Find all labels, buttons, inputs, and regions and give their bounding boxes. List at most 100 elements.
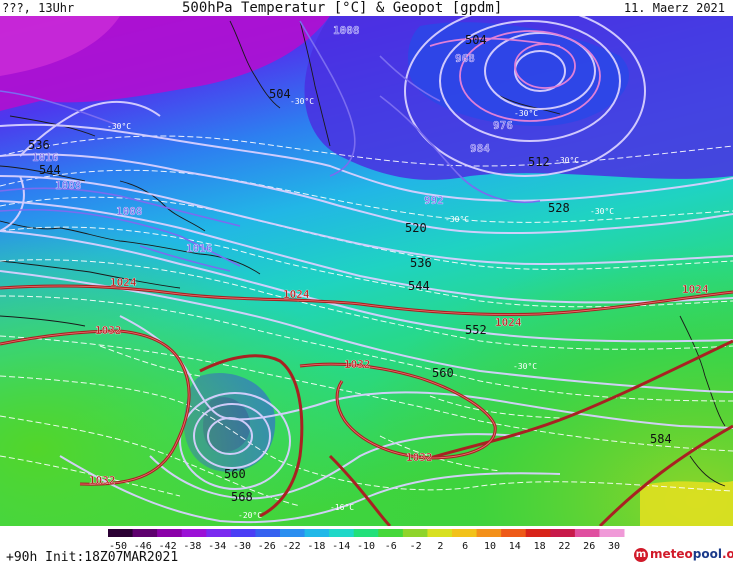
colorbar-tick-label: -26 xyxy=(258,541,276,551)
colorbar-tick-label: -38 xyxy=(183,541,201,551)
colorbar-swatches xyxy=(108,529,625,537)
colorbar-swatch xyxy=(599,529,625,537)
colorbar-tick-label: 22 xyxy=(558,541,570,551)
colorbar-swatch xyxy=(378,529,404,537)
geo-label: 560 xyxy=(432,366,454,380)
colorbar-tick-label: 30 xyxy=(608,541,620,551)
logo-mark-icon: m xyxy=(634,547,648,562)
surface-pressure-deep-low-contours xyxy=(429,30,601,122)
location-time-label: ???, 13Uhr xyxy=(2,1,75,15)
colorbar-tick-label: 2 xyxy=(437,541,443,551)
colorbar-swatch xyxy=(452,529,478,537)
colorbar-tick-label: -30 xyxy=(233,541,251,551)
temp-label: -30°C xyxy=(513,362,537,371)
colorbar-swatch xyxy=(132,529,158,537)
colorbar-swatch xyxy=(181,529,207,537)
logo-text-meteo: meteo xyxy=(650,547,693,561)
temp-label: -30°C xyxy=(590,207,614,216)
pressure-label: 1032 xyxy=(95,324,122,337)
temp-label: -30°C xyxy=(107,122,131,131)
colorbar-swatch xyxy=(255,529,281,537)
colorbar-swatch xyxy=(206,529,232,537)
logo-text-pool: pool xyxy=(692,547,722,561)
colorbar-tick-label: 26 xyxy=(583,541,595,551)
geo-label: 536 xyxy=(410,256,432,270)
colorbar-swatch xyxy=(280,529,306,537)
colorbar-tick-label: -14 xyxy=(332,541,350,551)
pressure-label: 992 xyxy=(424,194,444,207)
pressure-labels: 1008 968 976 984 992 1016 1008 1008 1016… xyxy=(32,24,709,487)
geo-label: 520 xyxy=(405,221,427,235)
geo-label: 584 xyxy=(650,432,672,446)
temp-label: -16°C xyxy=(330,503,354,512)
colorbar-swatch xyxy=(108,529,134,537)
forecast-date: 11. Maerz 2021 xyxy=(623,1,725,15)
pressure-label: 1032 xyxy=(406,451,433,464)
colorbar-tick-label: -50 xyxy=(109,541,127,551)
pressure-label: 1016 xyxy=(32,151,59,164)
colorbar-tick-label: 14 xyxy=(509,541,521,551)
geo-label: 536 xyxy=(28,138,50,152)
colorbar-swatch xyxy=(525,529,551,537)
colorbar-swatch xyxy=(329,529,355,537)
colorbar-tick-label: 18 xyxy=(534,541,546,551)
pressure-label: 1008 xyxy=(333,24,360,37)
temperature-geopotential-map: 504 504 536 544 512 520 528 536 544 552 … xyxy=(0,16,733,526)
pressure-label: 1024 xyxy=(110,276,137,289)
temperature-labels: -30°C -30°C -30°C -30°C -30°C -30°C -30°… xyxy=(107,97,614,520)
geo-label: 560 xyxy=(224,467,246,481)
logo-text-org: .org xyxy=(721,547,733,561)
warm-patch-southeast xyxy=(640,481,733,526)
geo-label: 568 xyxy=(231,490,253,504)
colorbar-swatch xyxy=(304,529,330,537)
pressure-label: 984 xyxy=(470,142,490,155)
geopotential-contours xyxy=(0,16,733,524)
colorbar-swatch xyxy=(574,529,600,537)
colorbar-tick-label: -10 xyxy=(357,541,375,551)
geo-label: 512 xyxy=(528,155,550,169)
geo-label: 544 xyxy=(408,279,430,293)
pressure-label: 1032 xyxy=(344,358,371,371)
colorbar-tick-label: 6 xyxy=(462,541,468,551)
colorbar-tick-label: -46 xyxy=(134,541,152,551)
pressure-label: 1024 xyxy=(682,283,709,296)
temp-label: -30°C xyxy=(514,109,538,118)
colorbar-swatch xyxy=(427,529,453,537)
warm-southwest xyxy=(0,16,733,526)
pressure-label: 1016 xyxy=(186,242,213,255)
colorbar-tick-label: -22 xyxy=(283,541,301,551)
pressure-label: 968 xyxy=(455,52,475,65)
geo-label: 552 xyxy=(465,323,487,337)
temp-label: -30°C xyxy=(290,97,314,106)
geo-label: 544 xyxy=(39,163,61,177)
temp-label: -30°C xyxy=(445,215,469,224)
temperature-colorbar: -50 -46 -42 -38 -34 -30 -26 -22 -18 -14 -10 -6 -2 2 6 1… xyxy=(108,529,625,551)
map-title: 500hPa Temperatur [°C] & Geopot [gpdm] xyxy=(182,0,503,16)
colorbar-tick-labels: -50 -46 -42 -38 -34 -30 -26 -22 -18 -14 -10 -6 -2 2 6 1… xyxy=(109,541,620,551)
geopotential-labels: 504 504 536 544 512 520 528 536 544 552 … xyxy=(28,33,672,504)
colorbar-swatch xyxy=(402,529,428,537)
colorbar-swatch xyxy=(550,529,576,537)
pressure-label: 1024 xyxy=(283,288,310,301)
pressure-label: 1032 xyxy=(89,474,116,487)
surface-pressure-low-contours xyxy=(0,20,541,272)
pressure-label: 1008 xyxy=(55,179,82,192)
model-run-info: +90h Init:18Z07MAR2021 xyxy=(6,550,179,565)
colorbar-tick-label: -42 xyxy=(159,541,177,551)
colorbar-tick-label: 10 xyxy=(484,541,496,551)
pressure-label: 1024 xyxy=(495,316,522,329)
temp-label: -30°C xyxy=(555,156,579,165)
geo-label: 528 xyxy=(548,201,570,215)
geo-label: 504 xyxy=(465,33,487,47)
pressure-label: 1008 xyxy=(116,205,143,218)
pressure-label: 976 xyxy=(493,119,513,132)
temp-label: -20°C xyxy=(238,511,262,520)
colorbar-swatch xyxy=(501,529,527,537)
colorbar-swatch xyxy=(157,529,183,537)
colorbar-tick-label: -34 xyxy=(208,541,226,551)
colorbar-tick-label: -2 xyxy=(410,541,422,551)
colorbar-tick-label: -18 xyxy=(307,541,325,551)
colorbar-tick-label: -6 xyxy=(385,541,397,551)
